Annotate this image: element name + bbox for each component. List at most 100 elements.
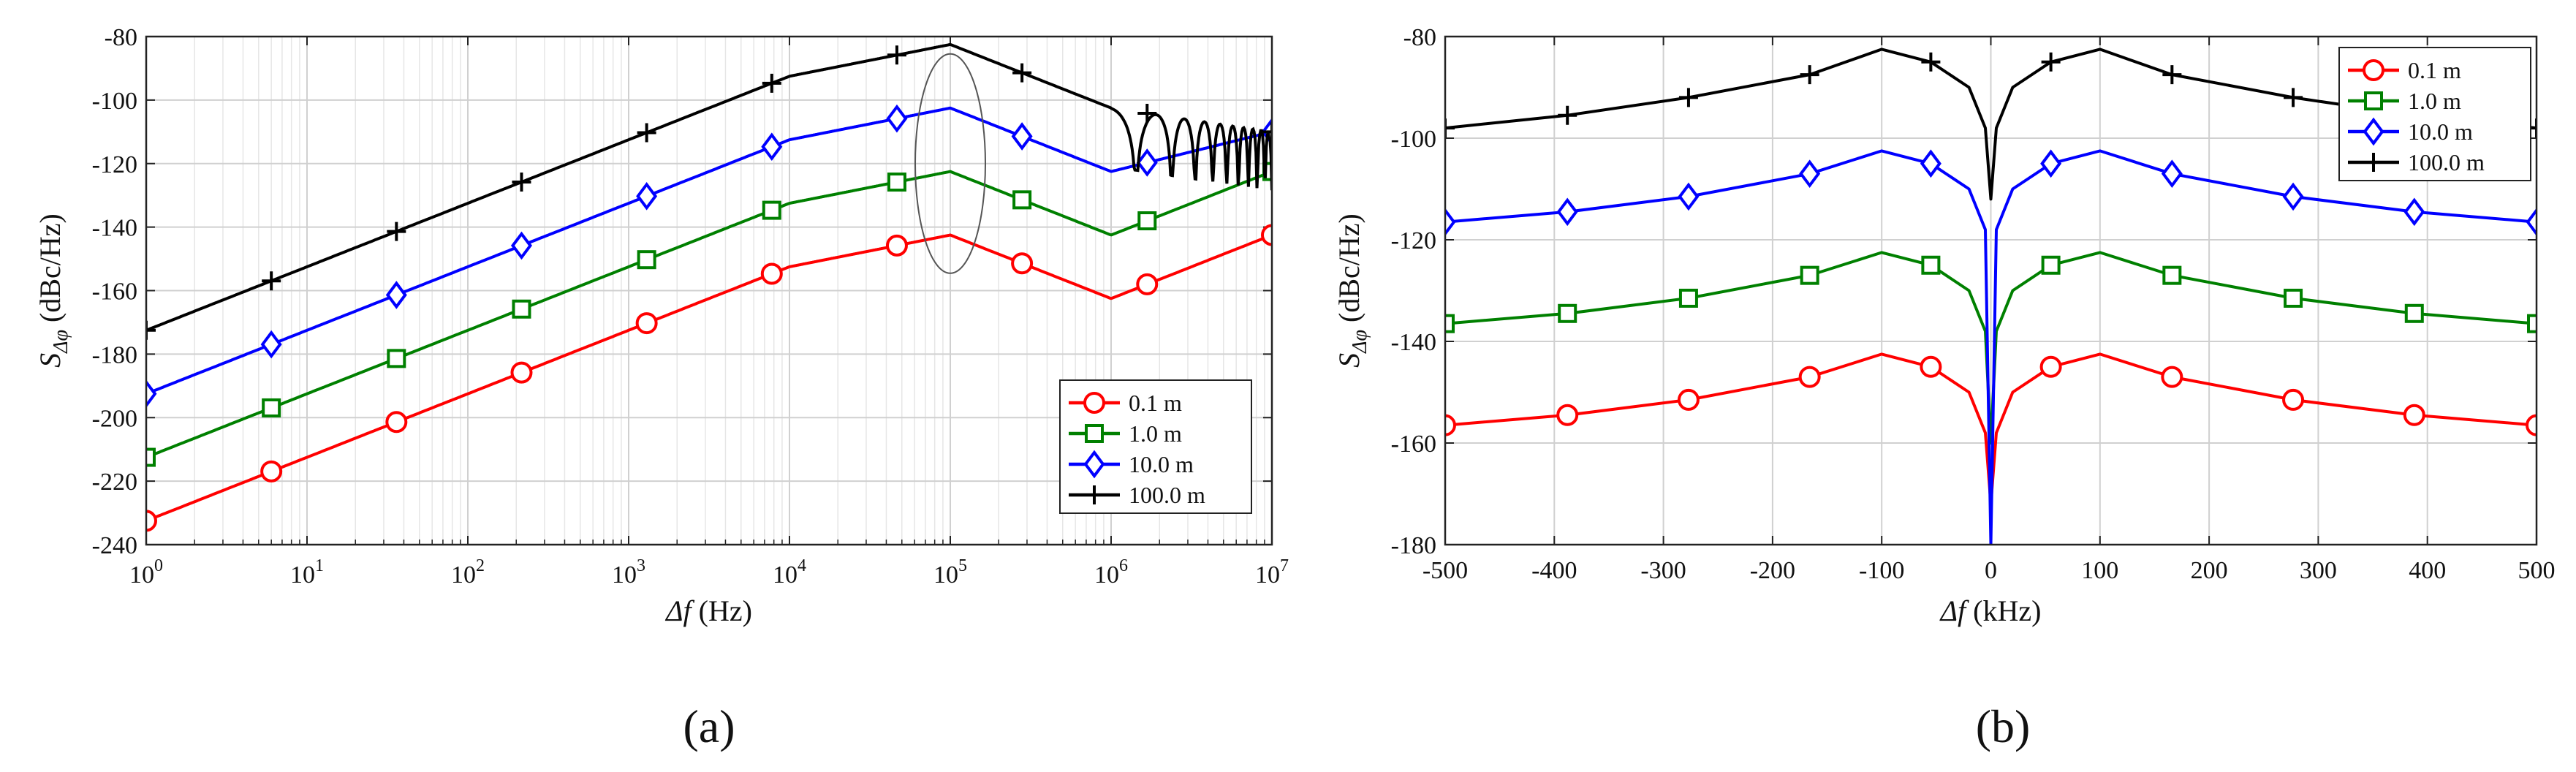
x-tick-label: 100 [129,556,163,589]
data-marker [510,231,532,260]
data-marker [1445,208,1456,237]
data-marker [762,200,781,220]
data-marker [1445,314,1455,333]
axes-box [1444,35,2538,546]
x-tick-label: 0 [1985,557,1997,584]
y-tick-label: -180 [92,341,137,368]
series-line [146,170,1272,459]
data-marker [637,123,656,143]
legend-label: 0.1 m [2408,57,2461,83]
data-marker [885,234,908,257]
data-marker [146,379,157,409]
legend-item: 100.0 m [1069,482,1205,508]
data-marker [2162,65,2182,85]
legend-marker [2363,117,2384,146]
data-marker [761,132,783,162]
data-marker [2403,404,2425,426]
x-tick-label: 105 [933,556,967,589]
data-marker [2282,182,2304,211]
data-marker [1920,355,1942,378]
data-marker [1261,224,1272,246]
data-marker [2404,303,2424,323]
panel-label-b: (b) [1976,700,2031,752]
legend-marker [1083,392,1105,414]
data-marker [1556,197,1578,227]
legend-item: 10.0 m [1069,450,1194,479]
x-tick-label: 400 [2409,557,2446,584]
legend-label: 1.0 m [1129,420,1182,447]
data-marker [2162,265,2182,285]
series-0-1-m [146,224,1272,532]
panel-label-a: (a) [683,700,735,752]
legend: 0.1 m 1.0 m 10.0 m 100.0 m [2338,47,2531,181]
data-marker [886,104,908,133]
legend-item: 10.0 m [2348,117,2473,146]
chart-b: -500 -400 -300 -200 -100 0 100 200 300 400 500 -180… [1333,24,2556,627]
data-marker [887,173,906,192]
data-marker [1677,388,1700,411]
series-line [146,106,1272,396]
data-marker [762,73,781,93]
data-marker [1012,190,1032,210]
legend-label: 100.0 m [2408,149,2485,175]
series-10-0-m [1445,149,2537,545]
legend-marker [2364,91,2383,110]
series-1-0-m [146,162,1272,467]
data-marker [146,510,157,532]
data-marker [637,250,656,270]
data-marker [1558,303,1577,323]
x-tick-label: 100 [2081,557,2118,584]
series-0-1-m [1445,352,2537,506]
data-marker [512,299,531,319]
series-10-0-m [146,104,1272,409]
legend-marker [1083,450,1105,479]
data-marker [1445,414,1456,436]
x-axis-label: Δf (kHz) [1939,594,2042,627]
data-marker [1798,366,1821,388]
y-tick-label: -100 [1391,126,1436,153]
data-marker [2403,197,2425,227]
data-marker [262,271,281,291]
data-marker [1137,211,1157,231]
y-tick-label: -160 [92,279,137,306]
data-marker [1800,265,1819,285]
data-marker [636,181,658,211]
legend: 0.1 m 1.0 m 10.0 m 100.0 m [1059,379,1252,514]
data-marker [260,460,283,482]
series-line [1445,149,2537,545]
series-100-0-m [146,42,1272,340]
series-line [146,42,1272,332]
y-tick-label: -120 [1391,227,1436,254]
data-marker [1012,63,1032,83]
legend-item: 0.1 m [1069,390,1182,416]
legend-marker [2364,153,2383,172]
y-tick-label: -220 [92,469,137,496]
y-axis-label: SΔφ (dBc/Hz) [34,213,72,368]
y-tick-label: -200 [92,405,137,432]
data-marker [2039,355,2062,378]
data-marker [1136,148,1158,177]
data-marker [2161,159,2183,188]
series-group [146,42,1272,532]
series-line [146,233,1272,523]
y-axis-label: SΔφ (dBc/Hz) [1333,213,1371,368]
legend-label: 0.1 m [1129,390,1182,416]
data-marker [1800,65,1819,85]
data-marker [635,312,658,335]
data-marker [2526,208,2537,237]
data-marker [2041,255,2061,275]
data-marker [760,262,783,285]
x-tick-label: -100 [1859,557,1904,584]
x-tick-label: 104 [773,556,806,589]
x-tick-label: -200 [1750,557,1795,584]
data-marker [2526,414,2537,436]
legend-label: 10.0 m [2408,118,2473,145]
x-tick-label: 101 [290,556,324,589]
series-100-0-m [1445,48,2537,201]
x-tick-label: 107 [1255,556,1289,589]
series-group [1445,48,2537,545]
data-marker [262,398,281,417]
y-tick-label: -140 [92,215,137,242]
x-tick-label: -400 [1531,557,1577,584]
x-tick-label: 106 [1094,556,1128,589]
